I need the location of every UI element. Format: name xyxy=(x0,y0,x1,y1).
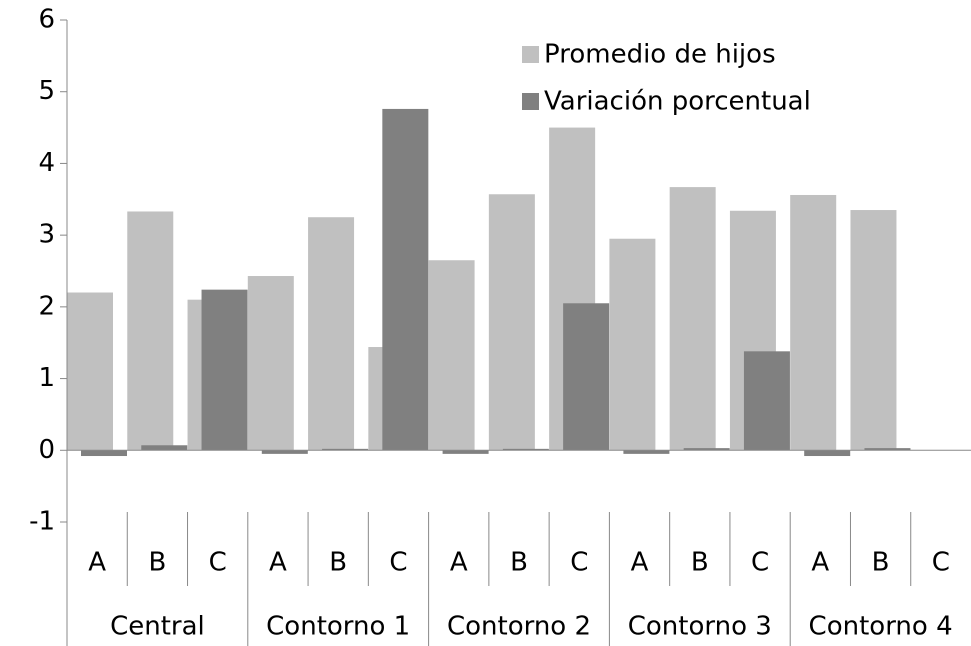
bar xyxy=(382,108,429,451)
bar xyxy=(850,210,897,451)
bar xyxy=(623,450,670,454)
bar xyxy=(864,448,911,451)
legend-label: Variación porcentual xyxy=(544,87,811,117)
bar xyxy=(308,217,355,451)
group-label: Contorno 2 xyxy=(447,612,591,642)
x-tick-label: C xyxy=(570,548,588,578)
group-label: Contorno 1 xyxy=(266,612,410,642)
x-tick-label: C xyxy=(751,548,769,578)
bar xyxy=(247,276,294,451)
x-tick-label: C xyxy=(389,548,407,578)
group-label: Contorno 3 xyxy=(628,612,772,642)
y-tick-label: 5 xyxy=(38,76,55,106)
bar xyxy=(81,450,127,457)
y-tick-label: 6 xyxy=(38,5,55,35)
y-tick-label: 2 xyxy=(38,291,55,321)
x-tick-label: B xyxy=(148,548,166,578)
x-tick-label: A xyxy=(631,548,649,578)
x-tick-label: C xyxy=(932,548,950,578)
legend-swatch xyxy=(522,46,539,63)
x-tick-label: A xyxy=(450,548,468,578)
x-tick-label: B xyxy=(510,548,528,578)
bar xyxy=(683,448,730,451)
bar xyxy=(804,450,851,457)
x-tick-label: A xyxy=(88,548,106,578)
bar xyxy=(67,292,113,451)
bar xyxy=(141,445,188,451)
y-tick-label: 0 xyxy=(38,435,55,465)
x-tick-label: A xyxy=(269,548,287,578)
bar xyxy=(442,450,489,454)
x-tick-label: B xyxy=(691,548,709,578)
bar xyxy=(127,211,174,451)
bar xyxy=(743,351,790,451)
bar xyxy=(790,194,837,451)
y-tick-label: 4 xyxy=(38,148,55,178)
x-tick-label: B xyxy=(872,548,890,578)
x-tick-label: B xyxy=(329,548,347,578)
y-tick-label: 1 xyxy=(38,363,55,393)
legend-swatch xyxy=(522,93,539,110)
bar xyxy=(322,448,369,451)
bar xyxy=(669,187,716,451)
bar xyxy=(201,289,248,451)
y-tick-label: -1 xyxy=(29,507,55,537)
bar xyxy=(428,260,475,451)
x-tick-label: C xyxy=(209,548,227,578)
bar xyxy=(261,450,308,454)
group-label: Contorno 4 xyxy=(809,612,953,642)
y-tick-label: 3 xyxy=(38,220,55,250)
bar xyxy=(609,238,656,451)
group-label: Central xyxy=(110,612,205,642)
x-tick-label: A xyxy=(811,548,829,578)
bar xyxy=(502,448,549,451)
bar xyxy=(563,303,610,451)
legend-label: Promedio de hijos xyxy=(544,40,776,70)
bar xyxy=(488,194,535,451)
